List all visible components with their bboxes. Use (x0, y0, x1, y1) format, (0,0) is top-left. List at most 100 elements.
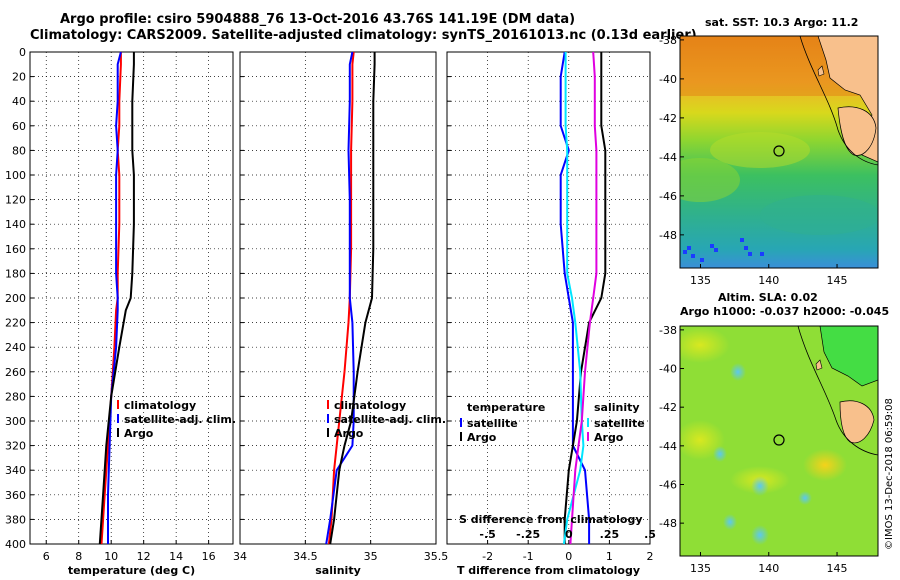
s-diff-tick-label: 0 (565, 528, 573, 541)
s-diff-tick-label: -.5 (479, 528, 495, 541)
salinity-x-tick-label: 35.5 (424, 550, 449, 563)
depth-tick-label: 320 (5, 440, 26, 453)
map-x-tick-label: 145 (827, 274, 848, 287)
map-x-tick-label: 140 (758, 274, 779, 287)
depth-tick-label: 300 (5, 415, 26, 428)
salinity-x-tick-label: 34 (233, 550, 247, 563)
difference-x-tick-label: 1 (606, 550, 613, 563)
temp-legend-label: satellite-adj. clim. (124, 413, 236, 426)
depth-tick-label: 180 (5, 267, 26, 280)
depth-tick-label: 140 (5, 218, 26, 231)
temperature-series-argo (98, 52, 135, 545)
depth-tick-label: 160 (5, 243, 26, 256)
chart-title-line1: Argo profile: csiro 5904888_76 13-Oct-20… (60, 12, 576, 27)
sla-map-title-line1: Altim. SLA: 0.02 (718, 291, 818, 304)
sal-legend-label: satellite-adj. clim. (334, 413, 446, 426)
difference-x-tick-label: 2 (647, 550, 654, 563)
depth-tick-label: 400 (5, 538, 26, 551)
temperature-panel: 0 20 40 60 80 100 120 140 160 180 200 220 240 260 280 3… (5, 46, 236, 577)
depth-tick-label: 260 (5, 366, 26, 379)
land-coast-sla (819, 326, 878, 387)
sla-map (679, 325, 879, 557)
salinity-x-axis-label: salinity (315, 564, 361, 577)
depth-tick-label: 200 (5, 292, 26, 305)
tasmania-land (837, 106, 877, 156)
map-x-tick-label: 135 (690, 562, 711, 575)
difference-series-argo-s-diff (569, 51, 598, 545)
temperature-series-climatology (100, 52, 122, 545)
salinity-x-tick-label: 34.5 (293, 550, 318, 563)
temperature-x-tick-label: 8 (75, 550, 82, 563)
depth-tick-label: 120 (5, 194, 26, 207)
depth-tick-label: 340 (5, 464, 26, 477)
temperature-series-satellite (107, 51, 122, 544)
sal-legend-label: Argo (334, 427, 364, 440)
temp-legend-label: Argo (124, 427, 154, 440)
s-diff-axis-label: S difference from climatology (459, 513, 643, 526)
sal-legend-label: climatology (334, 399, 406, 412)
diff-legend-label: Argo (594, 431, 624, 444)
salinity-panel: 34 34.5 35 35.5 salinity climatologysatellite… (233, 51, 449, 577)
map-axes: 135 140 145 -38 -40 -42 -44 -46 -48 135 140 145 -38 -… (659, 34, 848, 575)
depth-tick-label: 0 (19, 46, 26, 59)
salinity-series-argo (329, 52, 376, 545)
map-y-tick-label: -42 (659, 112, 677, 125)
diff-legend-label: Argo (467, 431, 497, 444)
map-y-tick-label: -38 (659, 324, 677, 337)
difference-x-tick-label: 0 (565, 550, 572, 563)
shelf-contour (799, 36, 878, 166)
map-x-tick-label: 135 (690, 274, 711, 287)
argo-position-marker (773, 145, 785, 157)
map-y-tick-label: -44 (659, 151, 677, 164)
depth-tick-label: 20 (12, 71, 26, 84)
difference-x-axis-label: T difference from climatology (457, 564, 640, 577)
sst-map (679, 35, 879, 269)
map-y-tick-label: -46 (659, 190, 677, 203)
difference-series-argo-t-diff (563, 52, 607, 544)
temperature-x-tick-label: 16 (202, 550, 216, 563)
difference-series-satellite-s-diff (562, 52, 585, 545)
sla-map-title-line2: Argo h1000: -0.037 h2000: -0.045 (680, 305, 889, 318)
map-y-tick-label: -46 (659, 478, 677, 491)
sst-map-title: sat. SST: 10.3 Argo: 11.2 (705, 16, 858, 29)
temperature-x-tick-label: 12 (137, 550, 151, 563)
temperature-x-tick-label: 6 (43, 550, 50, 563)
diff-legend-title-right: salinity (594, 401, 640, 414)
salinity-series-climatology (327, 51, 355, 545)
map-y-tick-label: -44 (659, 440, 677, 453)
depth-tick-label: 100 (5, 169, 26, 182)
depth-tick-label: 360 (5, 489, 26, 502)
difference-panel: -2 -1 0 1 2 T difference from climatology temp… (446, 51, 656, 577)
difference-x-tick-label: -2 (482, 550, 493, 563)
depth-tick-label: 80 (12, 144, 26, 157)
timestamp-watermark: ©IMOS 13-Dec-2018 06:59:08 (884, 398, 895, 550)
map-y-tick-label: -38 (659, 34, 677, 47)
map-y-tick-label: -42 (659, 401, 677, 414)
difference-x-tick-label: -1 (523, 550, 534, 563)
chart-title-line2: Climatology: CARS2009. Satellite-adjuste… (30, 28, 697, 43)
s-diff-tick-label: -.25 (516, 528, 540, 541)
temperature-x-axis-label: temperature (deg C) (68, 564, 195, 577)
temperature-x-tick-label: 10 (104, 550, 118, 563)
s-diff-tick-label: .5 (644, 528, 656, 541)
salinity-x-tick-label: 35 (364, 550, 378, 563)
s-diff-tick-label: .25 (600, 528, 620, 541)
depth-tick-label: 40 (12, 95, 26, 108)
depth-tick-label: 280 (5, 390, 26, 403)
temp-legend-label: climatology (124, 399, 196, 412)
salinity-axes-frame (239, 51, 437, 545)
map-y-tick-label: -40 (659, 363, 677, 376)
depth-tick-label: 380 (5, 513, 26, 526)
map-y-tick-label: -48 (659, 229, 677, 242)
argo-position-marker-sla (773, 434, 785, 446)
depth-tick-label: 240 (5, 341, 26, 354)
diff-legend-label: satellite (594, 417, 645, 430)
diff-legend-label: satellite (467, 417, 518, 430)
tasmania-land-sla (839, 400, 875, 444)
depth-tick-label: 60 (12, 120, 26, 133)
temperature-x-tick-label: 14 (169, 550, 183, 563)
map-y-tick-label: -40 (659, 73, 677, 86)
map-x-tick-label: 140 (758, 562, 779, 575)
depth-tick-label: 220 (5, 317, 26, 330)
